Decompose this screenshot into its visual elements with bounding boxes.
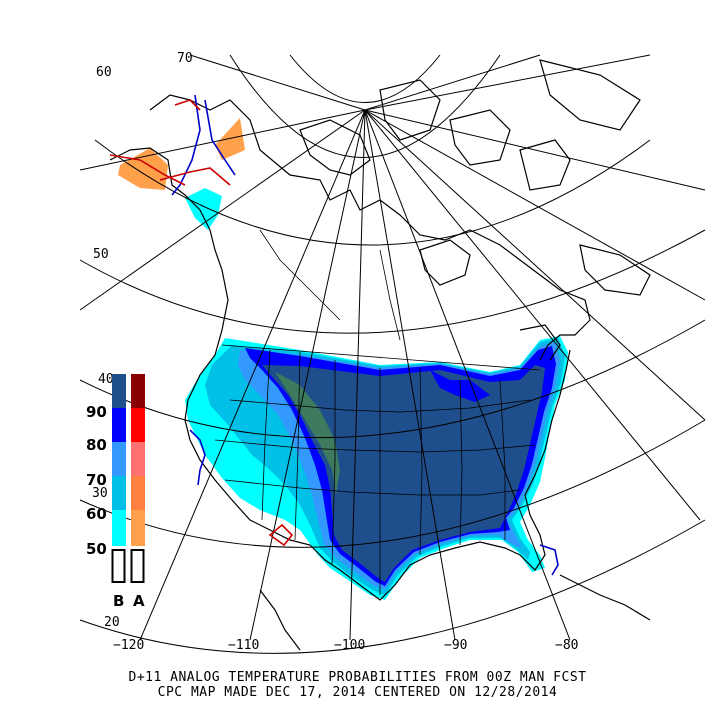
legend-a-blank <box>130 549 145 583</box>
lon-label-110: −110 <box>228 638 259 653</box>
legend-b-90 <box>112 374 126 408</box>
legend-a-90 <box>131 374 145 408</box>
lon-label-120: −120 <box>113 638 144 653</box>
latitude-labels: 70 60 50 40 30 20 <box>92 51 193 630</box>
state-borders <box>214 229 541 595</box>
legend-column-b: B <box>113 592 124 610</box>
alaska-shading <box>118 118 245 230</box>
legend-label-80: 80 <box>86 436 107 454</box>
lon-label-100: −100 <box>334 638 365 653</box>
lon-label-90: −90 <box>444 638 467 653</box>
conus-shading <box>185 336 568 600</box>
legend-label-50: 50 <box>86 540 107 558</box>
legend-b-50 <box>112 510 126 546</box>
lat-label-60: 60 <box>96 65 112 80</box>
legend-a-80 <box>131 408 145 442</box>
legend-b-70 <box>112 442 126 476</box>
legend-a-60 <box>131 476 145 510</box>
map-title: D+11 ANALOG TEMPERATURE PROBABILITIES FR… <box>128 670 587 685</box>
lat-label-70: 70 <box>177 51 193 66</box>
map-subtitle: CPC MAP MADE DEC 17, 2014 CENTERED ON 12… <box>157 685 558 700</box>
lat-label-30: 30 <box>92 486 108 501</box>
legend-b-blank <box>111 549 126 583</box>
legend-b-80 <box>112 408 126 442</box>
longitude-labels: −120 −110 −100 −90 −80 <box>113 638 578 653</box>
legend-a-70 <box>131 442 145 476</box>
legend-label-90: 90 <box>86 403 107 421</box>
legend-label-60: 60 <box>86 505 107 523</box>
coastlines <box>109 59 651 651</box>
probability-legend: 90 80 70 60 50 B A <box>86 374 145 610</box>
lon-label-80: −80 <box>555 638 578 653</box>
legend-label-70: 70 <box>86 471 107 489</box>
legend-a-50 <box>131 510 145 546</box>
legend-b-60 <box>112 476 126 510</box>
lat-label-40: 40 <box>98 372 114 387</box>
legend-column-a: A <box>133 592 145 610</box>
latitude-lines <box>79 54 706 654</box>
lat-label-50: 50 <box>93 247 109 262</box>
lat-label-20: 20 <box>104 615 120 630</box>
boundary-lines <box>109 94 559 576</box>
